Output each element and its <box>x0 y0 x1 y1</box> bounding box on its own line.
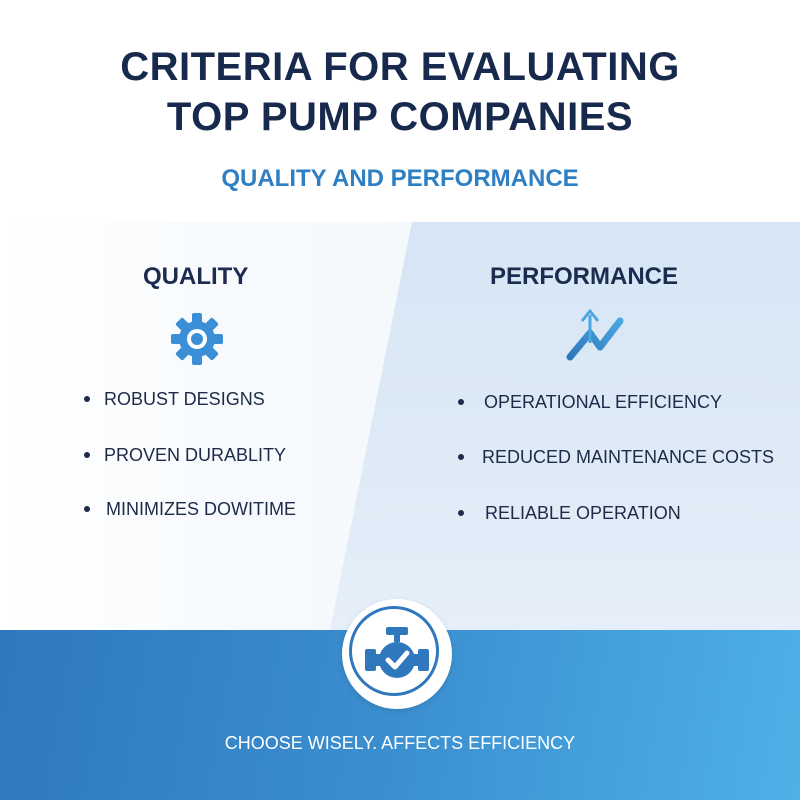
bullet-dot <box>458 454 464 460</box>
list-item-text: ROBUST DESIGNS <box>104 389 265 409</box>
bullet-dot <box>458 510 464 516</box>
bullet-dot <box>84 452 90 458</box>
quality-heading: QUALITY <box>143 263 249 290</box>
list-item-text: REDUCED MAINTENANCE COSTS <box>482 447 775 467</box>
page-title: CRITERIA FOR EVALUATING TOP PUMP COMPANI… <box>0 42 800 142</box>
title-line-2: TOP PUMP COMPANIES <box>166 95 634 139</box>
bullet-dot <box>84 506 90 512</box>
bullet-dot <box>84 396 90 402</box>
tagline: CHOOSE WISELY. AFFECTS EFFICIENCY <box>224 733 576 753</box>
gear-icon <box>171 313 223 365</box>
bullet-dot <box>458 399 464 405</box>
badge-ring <box>349 606 439 696</box>
performance-heading: PERFORMANCE <box>490 263 679 290</box>
list-item-text: PROVEN DURABLITY <box>104 445 287 465</box>
list-item-text: RELIABLE OPERATION <box>485 503 681 523</box>
title-line-1: CRITERIA FOR EVALUATING <box>120 45 680 89</box>
performance-panel-background <box>330 222 800 630</box>
trend-up-chart-icon <box>565 309 625 366</box>
list-item-text: MINIMIZES DOWITIME <box>106 499 296 519</box>
subtitle: QUALITY AND PERFORMANCE <box>221 165 579 192</box>
list-item-text: OPERATIONAL EFFICIENCY <box>484 392 723 412</box>
pump-check-icon <box>365 627 429 678</box>
